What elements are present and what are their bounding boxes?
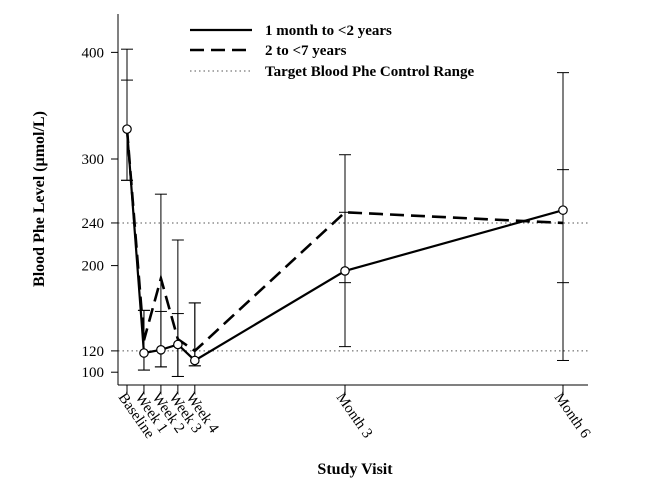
data-point-0-5: [340, 266, 350, 276]
data-point-0-6: [558, 205, 568, 215]
axes: [117, 14, 588, 386]
error-bar-1-0: [121, 48, 133, 181]
legend-label-3: Target Blood Phe Control Range: [265, 64, 475, 80]
y-ticks: 100 120 200 240 300 400: [82, 45, 118, 381]
y-tick-label-200: 200: [82, 259, 105, 275]
y-tick-label-120: 120: [82, 344, 105, 360]
data-point-0-4: [190, 355, 200, 366]
y-axis-title: Blood Phe Level (µmol/L): [31, 111, 48, 287]
data-point-0-2: [156, 345, 166, 355]
error-bar-1-6: [557, 169, 569, 284]
series-line-1: [125, 129, 564, 353]
y-tick-label-240: 240: [82, 216, 105, 232]
data-point-0-1: [139, 348, 149, 358]
reference-lines: [118, 222, 588, 352]
error-bar-1-4: [188, 302, 201, 367]
data-point-0-0: [122, 124, 132, 134]
data-point-0-3: [173, 339, 183, 350]
y-tick-label-400: 400: [82, 45, 105, 61]
legend: 1 month to <2 years 2 to <7 years Target…: [190, 23, 475, 80]
error-bars: [121, 48, 569, 377]
y-tick-label-300: 300: [82, 152, 105, 168]
legend-label-1: 1 month to <2 years: [265, 23, 392, 39]
x-axis-title: Study Visit: [317, 461, 393, 478]
x-tick-label-5: Month 3: [333, 390, 376, 441]
data-markers: [122, 124, 568, 366]
error-bar-1-3: [171, 239, 184, 377]
x-tick-label-6: Month 6: [551, 390, 594, 442]
legend-label-2: 2 to <7 years: [265, 43, 347, 59]
y-tick-label-100: 100: [82, 365, 105, 381]
